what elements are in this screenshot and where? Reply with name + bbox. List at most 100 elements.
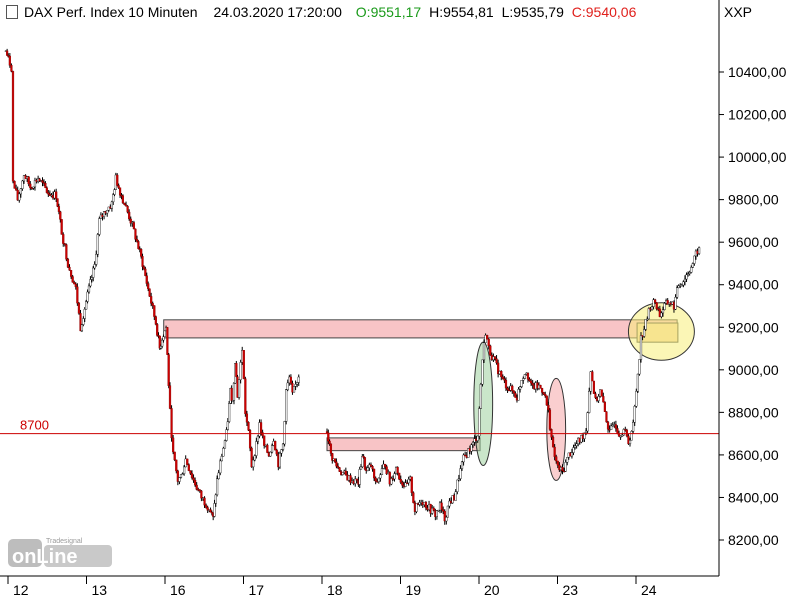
candle-body	[129, 218, 132, 224]
candle-body	[250, 447, 253, 468]
candle-body	[697, 247, 701, 254]
candle-body	[142, 266, 146, 270]
candle-body	[225, 429, 228, 441]
x-tick-label: 20	[484, 582, 500, 598]
candle-body	[561, 467, 564, 471]
candle-body	[123, 202, 126, 206]
candle-body	[479, 384, 482, 409]
candle-body	[504, 380, 508, 389]
candle-body	[41, 180, 44, 183]
candle-body	[478, 408, 481, 437]
candle-body	[156, 324, 159, 336]
candle-body	[151, 303, 154, 306]
low-value: L:9535,79	[501, 4, 564, 20]
candle-body	[113, 189, 116, 195]
candle-body	[56, 198, 59, 207]
candle-body	[110, 201, 114, 209]
candle-body	[68, 266, 71, 271]
candle-body	[74, 283, 77, 288]
candle-body	[354, 478, 357, 484]
candle-body	[248, 430, 252, 449]
candle-body	[245, 413, 249, 423]
candle-body	[650, 306, 654, 310]
candle-body	[456, 479, 459, 492]
candle-body	[83, 308, 86, 319]
candle-body	[286, 382, 289, 390]
x-tick-label: 12	[13, 582, 29, 598]
candle-body	[135, 239, 139, 242]
candle-body	[462, 454, 465, 463]
candle-body	[373, 468, 376, 479]
x-tick-label: 17	[249, 582, 265, 598]
candle-body	[445, 516, 448, 522]
candle-body	[539, 384, 542, 389]
candle-body	[327, 432, 330, 442]
candle-body	[328, 440, 331, 445]
candle-body	[266, 444, 269, 453]
candle-body	[401, 482, 404, 486]
candle-body	[677, 285, 680, 288]
y-tick-label: 10000,00	[728, 149, 787, 165]
candle-body	[511, 385, 514, 391]
candle-body	[331, 453, 334, 461]
candle-body	[85, 301, 88, 310]
chart-symbol-icon[interactable]	[6, 5, 18, 19]
candle-body	[691, 263, 694, 268]
candle-body	[583, 432, 586, 439]
candle-body	[112, 194, 115, 203]
candle-body	[639, 335, 643, 360]
candle-body	[168, 385, 172, 409]
candle-body	[217, 472, 220, 480]
candle-body	[606, 421, 610, 430]
candle-body	[589, 371, 592, 392]
candle-body	[121, 195, 124, 204]
candle-body	[252, 459, 255, 468]
candle-body	[45, 187, 48, 193]
candle-body	[190, 473, 194, 478]
level-line-label: 8700	[20, 418, 49, 433]
candle-body	[170, 408, 173, 439]
candle-body	[573, 445, 577, 448]
candle-body	[638, 359, 641, 375]
bar-datetime: 24.03.2020 17:20:00	[213, 4, 342, 20]
x-tick-label: 13	[92, 582, 108, 598]
zone-rect-0	[163, 319, 678, 339]
candle-body	[8, 55, 11, 66]
candle-body	[379, 474, 382, 479]
candle-body	[256, 435, 260, 442]
candle-body	[194, 480, 197, 486]
candle-body	[220, 456, 223, 462]
candle-body	[663, 303, 666, 310]
candle-body	[44, 183, 47, 189]
candle-body	[63, 243, 66, 245]
candle-body	[611, 425, 614, 427]
candle-body	[531, 382, 534, 386]
candle-body	[385, 466, 388, 475]
candle-body	[575, 443, 578, 446]
candle-body	[187, 464, 190, 471]
x-tick-label: 24	[641, 582, 657, 598]
candle-body	[242, 350, 245, 379]
candle-body	[358, 469, 361, 485]
candle-body	[158, 335, 161, 349]
candle-body	[393, 473, 396, 480]
candle-body	[189, 470, 192, 474]
candle-body	[632, 422, 635, 432]
candle-body	[545, 395, 548, 406]
candle-body	[336, 465, 340, 468]
candle-body	[380, 468, 384, 476]
candle-body	[19, 188, 22, 195]
horizontal-line: 8700	[0, 418, 719, 435]
candle-body	[13, 180, 16, 189]
candle-body	[223, 440, 227, 449]
candle-body	[60, 219, 63, 235]
candles	[4, 48, 701, 525]
candle-body	[666, 300, 669, 305]
candle-body	[80, 324, 84, 332]
tradesignal-logo: Tradesignal onLine	[6, 535, 116, 576]
candle-body	[374, 477, 377, 482]
candle-body	[219, 460, 222, 474]
candle-body	[76, 286, 79, 304]
candle-body	[134, 228, 137, 240]
